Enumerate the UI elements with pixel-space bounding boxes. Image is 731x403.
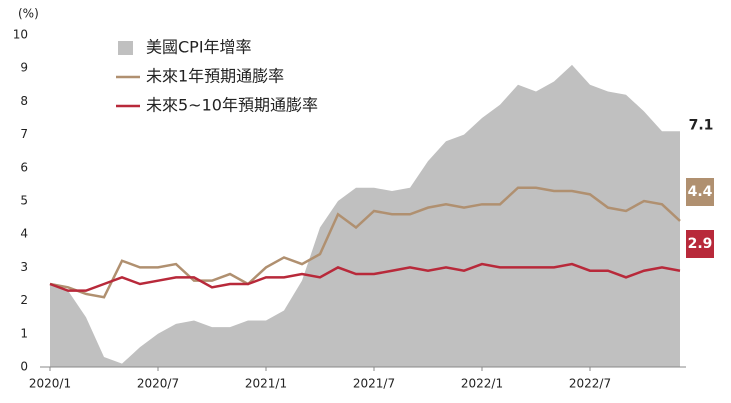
legend-label: 未來1年預期通膨率 xyxy=(146,67,284,86)
x-tick-label: 2021/1 xyxy=(245,377,287,391)
x-tick-label: 2020/1 xyxy=(29,377,71,391)
y-tick-label: 9 xyxy=(20,61,28,75)
y-tick-label: 6 xyxy=(20,160,28,174)
x-tick-label: 2021/7 xyxy=(353,377,395,391)
y-tick-label: 3 xyxy=(20,260,28,274)
end-label: 7.1 xyxy=(689,117,714,133)
y-tick-label: 7 xyxy=(20,127,28,141)
series-line xyxy=(49,262,681,292)
y-tick-label: 5 xyxy=(20,194,28,208)
end-label: 4.4 xyxy=(688,184,713,200)
x-tick-label: 2022/1 xyxy=(461,377,503,391)
y-tick-label: 2 xyxy=(20,293,28,307)
x-tick-label: 2022/7 xyxy=(569,377,611,391)
y-tick-label: 10 xyxy=(13,28,28,42)
legend-label: 美國CPI年增率 xyxy=(146,38,252,57)
series-line xyxy=(49,186,681,299)
y-tick-label: 1 xyxy=(20,326,28,340)
x-tick-label: 2020/7 xyxy=(137,377,179,391)
end-label: 2.9 xyxy=(688,236,713,252)
y-tick-label: 4 xyxy=(20,227,28,241)
cpi-area xyxy=(50,64,680,367)
legend-swatch xyxy=(118,41,133,55)
y-tick-label: 8 xyxy=(20,94,28,108)
end-label-box xyxy=(686,178,714,206)
end-label-box xyxy=(686,230,714,258)
y-axis-unit: (%) xyxy=(18,7,39,21)
y-tick-label: 0 xyxy=(20,360,28,374)
legend-label: 未來5~10年預期通膨率 xyxy=(146,96,318,115)
